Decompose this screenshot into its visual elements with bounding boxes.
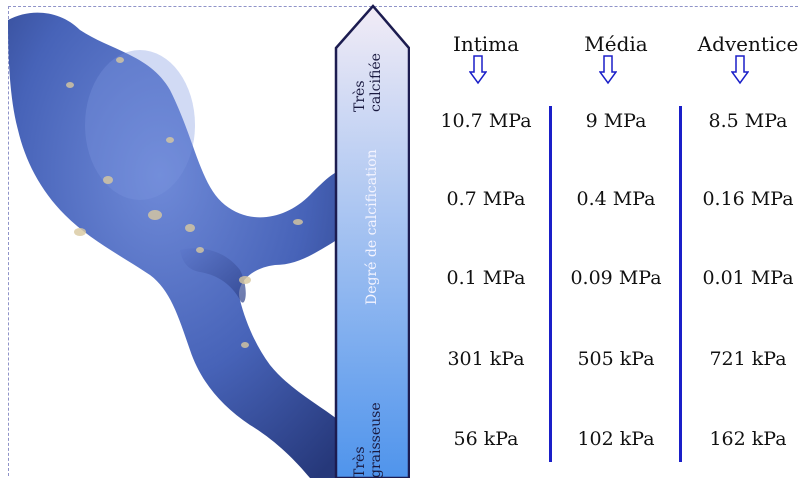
vessel-body — [8, 12, 340, 478]
artery-image — [8, 12, 340, 478]
scale-bottom-label-line1: Très — [352, 446, 368, 478]
arrow-down-icon — [731, 55, 749, 85]
column-separator-1 — [679, 106, 682, 462]
arrow-down-icon — [469, 55, 487, 85]
scale-top-label-line2: calcifiée — [368, 53, 384, 112]
table-cell: 102 kPa — [577, 428, 655, 450]
table-cell: 162 kPa — [709, 428, 787, 450]
column-separator-0 — [549, 106, 552, 462]
table-cell: 0.7 MPa — [446, 188, 526, 210]
table-cell: 505 kPa — [577, 348, 655, 370]
arrow-down-icon — [599, 55, 617, 85]
table-cell: 0.09 MPa — [570, 267, 662, 289]
column-header-1: Média — [584, 32, 648, 56]
table-cell: 0.4 MPa — [576, 188, 656, 210]
table-cell: 0.1 MPa — [446, 267, 526, 289]
table-cell: 721 kPa — [709, 348, 787, 370]
frame-border-top — [8, 6, 798, 7]
scale-bottom-label-line2: graisseuse — [368, 402, 384, 478]
table-cell: 10.7 MPa — [440, 110, 532, 132]
scale-bottom-label: Très graisseuse — [352, 402, 384, 478]
scale-top-label-line1: Très — [352, 80, 368, 113]
table-cell: 9 MPa — [585, 110, 647, 132]
table-cell: 0.16 MPa — [702, 188, 794, 210]
table-cell: 56 kPa — [453, 428, 519, 450]
table-cell: 8.5 MPa — [708, 110, 788, 132]
column-header-2: Adventice — [697, 32, 799, 56]
table-cell: 0.01 MPa — [702, 267, 794, 289]
frame-border-left — [8, 6, 9, 476]
calcification-scale-arrow — [334, 4, 410, 478]
scale-top-label: Très calcifiée — [352, 53, 384, 112]
table-cell: 301 kPa — [447, 348, 525, 370]
column-header-0: Intima — [452, 32, 520, 56]
calcification-spots — [66, 57, 303, 348]
scale-axis-title: Degré de calcification — [364, 149, 380, 305]
